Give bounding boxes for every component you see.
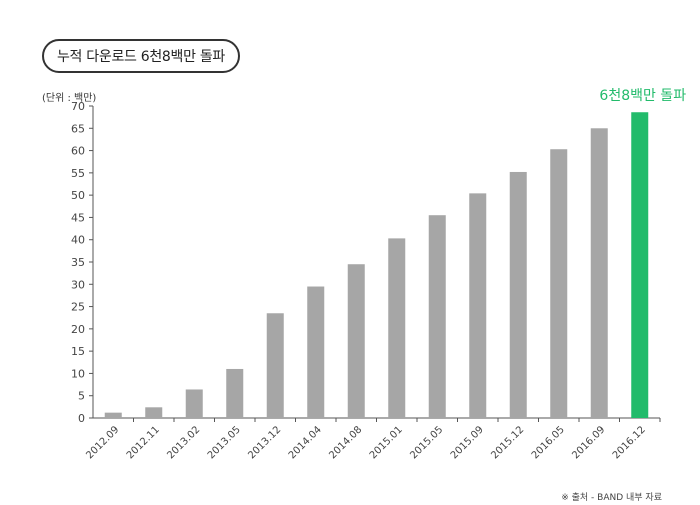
y-tick-label: 15 [71, 345, 85, 358]
x-tick-label: 2012.09 [84, 424, 121, 461]
y-tick-label: 10 [71, 367, 85, 380]
bar [428, 215, 446, 418]
x-tick-label: 2016.12 [611, 424, 648, 461]
source-note: ※ 출처 - BAND 내부 자료 [561, 493, 662, 503]
x-tick-label: 2015.12 [489, 424, 526, 461]
bar [388, 238, 406, 418]
bar [307, 286, 325, 418]
y-tick-label: 40 [71, 234, 85, 247]
y-tick-label: 65 [71, 122, 85, 135]
bar [469, 193, 487, 418]
unit-label: (단위 : 백만) [42, 93, 97, 104]
chart-title: 누적 다운로드 6천8백만 돌파 [42, 39, 240, 73]
bar [590, 128, 608, 419]
x-tick-label: 2014.04 [287, 424, 324, 461]
bar [550, 149, 568, 418]
x-tick-label: 2013.02 [165, 424, 202, 461]
bar [185, 389, 203, 418]
y-tick-label: 35 [71, 256, 85, 269]
y-tick-label: 25 [71, 301, 85, 314]
x-tick-label: 2015.01 [368, 424, 405, 461]
x-tick-label: 2015.09 [449, 424, 486, 461]
bar-highlight [631, 112, 649, 419]
bar [145, 407, 163, 418]
y-tick-label: 45 [71, 211, 85, 224]
y-tick-label: 0 [78, 412, 85, 425]
y-tick-label: 55 [71, 167, 85, 180]
bar [104, 412, 122, 418]
bar [226, 368, 244, 418]
bar [266, 313, 284, 418]
x-tick-label: 2012.11 [125, 424, 162, 461]
y-tick-label: 30 [71, 278, 85, 291]
y-tick-label: 70 [71, 100, 85, 113]
x-tick-label: 2013.12 [246, 424, 283, 461]
y-tick-label: 5 [78, 390, 85, 403]
highlight-annotation: 6천8백만 돌파 [599, 88, 686, 104]
x-tick-label: 2014.08 [327, 424, 364, 461]
bar [347, 264, 365, 418]
y-tick-label: 20 [71, 323, 85, 336]
bar [509, 171, 527, 418]
x-tick-label: 2015.05 [408, 424, 445, 461]
x-tick-label: 2013.05 [206, 424, 243, 461]
x-tick-label: 2016.09 [570, 424, 607, 461]
x-tick-label: 2016.05 [530, 424, 567, 461]
y-tick-label: 50 [71, 189, 85, 202]
y-tick-label: 60 [71, 145, 85, 158]
